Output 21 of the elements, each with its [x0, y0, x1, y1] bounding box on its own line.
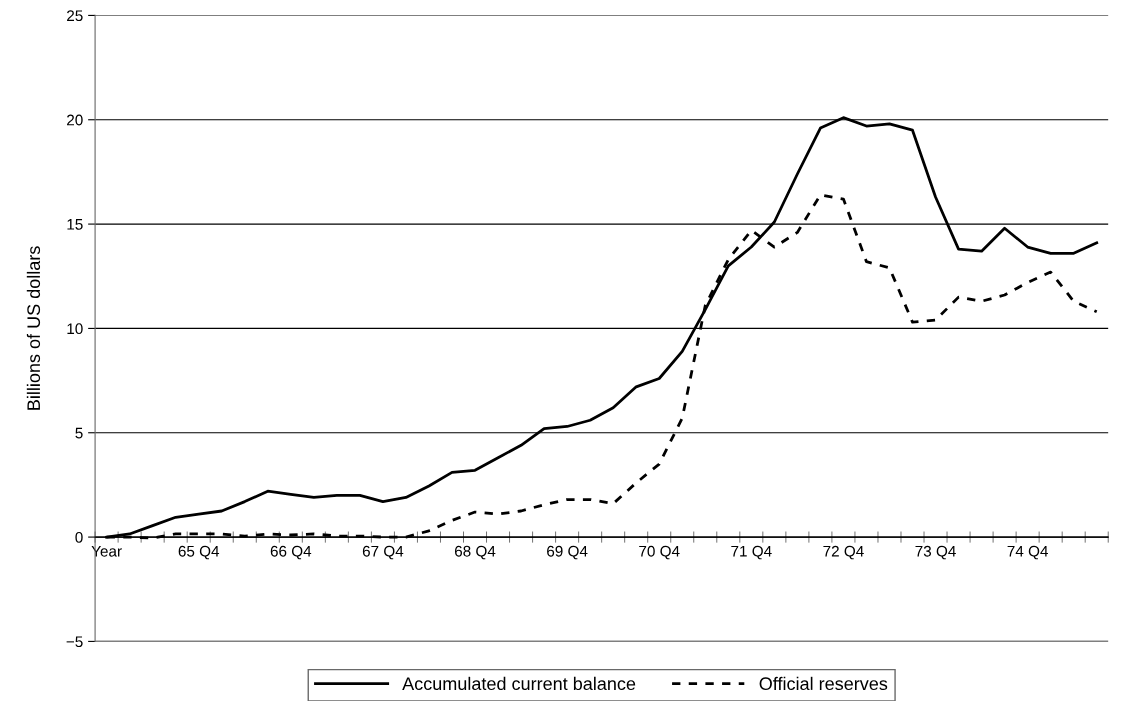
- x-tick-label: 65 Q4: [178, 545, 220, 560]
- y-tick-label: 5: [75, 427, 83, 439]
- legend-label: Accumulated current balance: [402, 676, 636, 691]
- x-tick-label: 67 Q4: [362, 545, 404, 560]
- x-tick-label: 66 Q4: [270, 545, 312, 560]
- x-tick-label: 71 Q4: [731, 545, 772, 560]
- x-tick-label: 73 Q4: [915, 545, 956, 560]
- y-tick-label: 25: [67, 10, 83, 22]
- y-tick-label: 10: [67, 323, 83, 335]
- legend-label: Official reserves: [759, 676, 888, 691]
- y-tick-label: −5: [66, 636, 83, 648]
- x-tick-label: 74 Q4: [1007, 545, 1048, 560]
- y-tick-label: 15: [67, 219, 83, 230]
- x-tick-label: Year: [91, 545, 122, 557]
- y-tick-label: 20: [67, 114, 83, 126]
- x-tick-label: 68 Q4: [454, 545, 496, 560]
- x-tick-label: 70 Q4: [639, 545, 680, 560]
- y-axis-title: Billions of US dollars: [26, 246, 41, 410]
- x-tick-label: 69 Q4: [547, 545, 588, 560]
- x-tick-label: 72 Q4: [823, 545, 864, 560]
- y-tick-label: 0: [75, 531, 83, 543]
